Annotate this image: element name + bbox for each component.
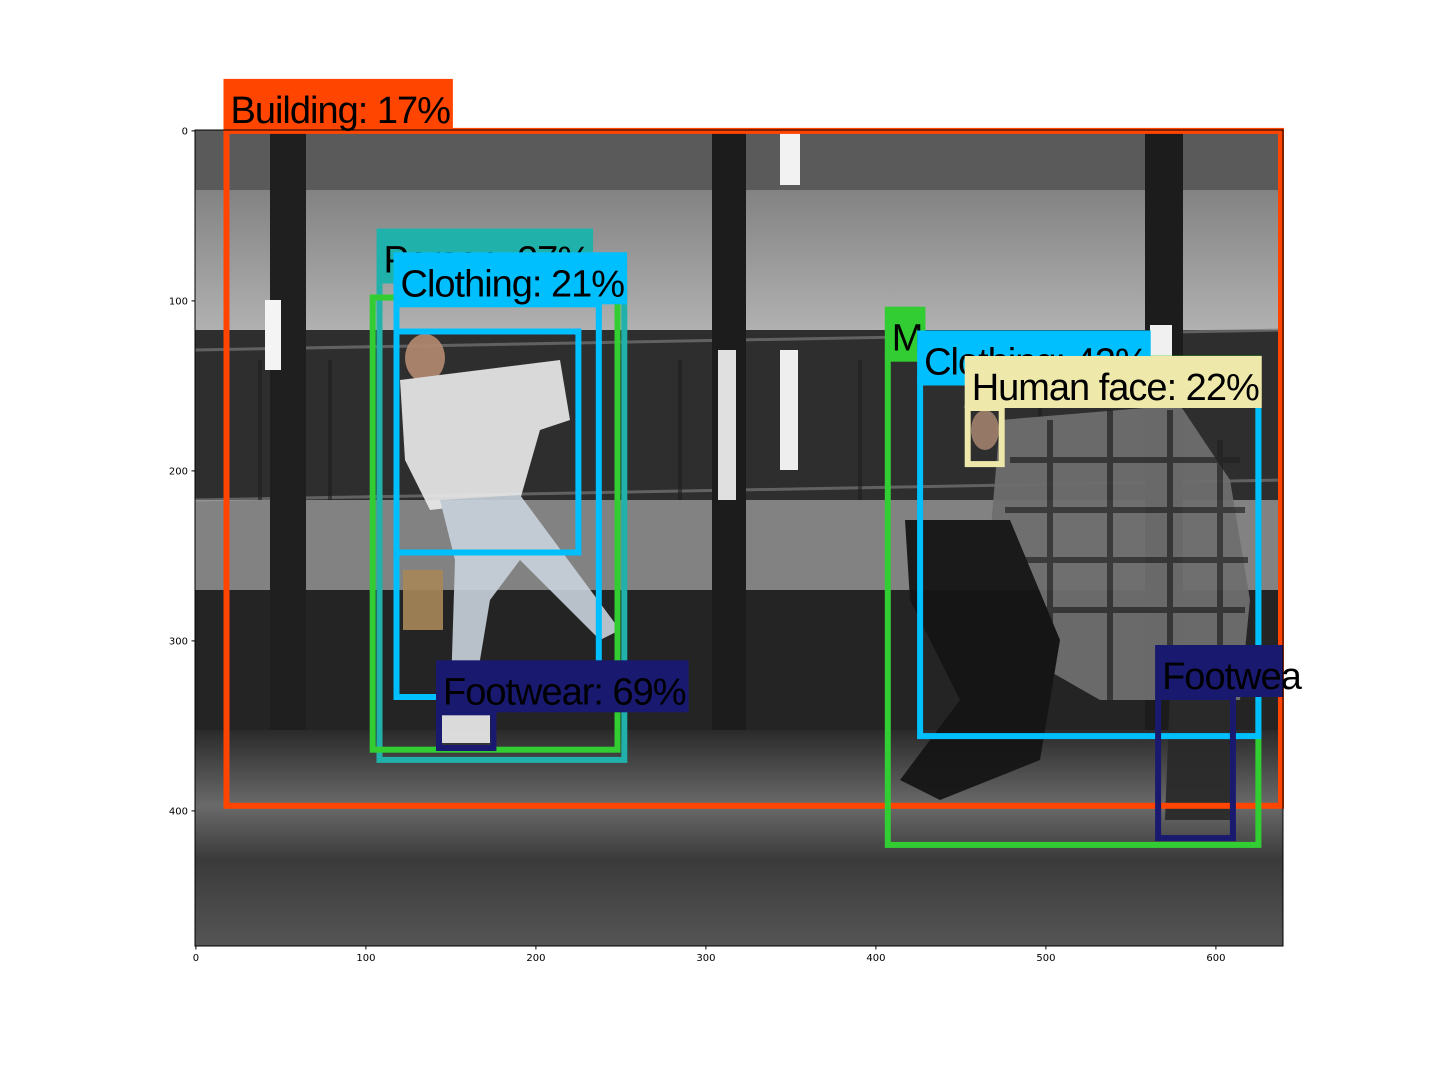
- detection-label-human-face: Human face: 22%: [972, 367, 1259, 409]
- detection-label-building: Building: 17%: [231, 90, 451, 132]
- x-axis: 0 100 200 300 400 500 600: [193, 946, 1225, 964]
- x-tick-label: 400: [866, 953, 885, 964]
- detection-label-footwear-left: Footwear: 69%: [443, 671, 686, 713]
- y-tick-label: 100: [169, 297, 188, 308]
- photo: [195, 130, 1283, 946]
- detection-box-building: [223, 127, 1284, 809]
- x-tick-label: 300: [696, 953, 715, 964]
- x-tick-label: 600: [1206, 953, 1225, 964]
- y-tick-label: 0: [182, 127, 188, 138]
- y-tick-label: 300: [169, 637, 188, 648]
- axes-frame: [194, 129, 1284, 947]
- detection-label-footwear-right: Footwea: [1162, 656, 1303, 698]
- detections: Building: 17%Person: 27%Clothing: 21%Foo…: [223, 78, 1304, 848]
- x-tick-label: 100: [356, 953, 375, 964]
- detection-label-bg-clothing-left-outer: [393, 252, 628, 305]
- y-tick-label: 400: [169, 807, 188, 818]
- x-tick-label: 0: [193, 953, 199, 964]
- detection-label-bg-human-face: [964, 356, 1262, 408]
- detection-box-clothing-left-inner: [393, 328, 582, 556]
- x-tick-label: 200: [526, 953, 545, 964]
- x-tick-label: 500: [1036, 953, 1055, 964]
- y-tick-label: 200: [169, 467, 188, 478]
- detection-label-bg-footwear-left: [436, 660, 689, 713]
- detection-label-bg-footwear-right: [1155, 645, 1283, 697]
- detection-label-bg-building: [223, 78, 453, 131]
- y-axis: 0 100 200 300 400: [169, 127, 195, 818]
- detection-label-clothing-left-outer: Clothing: 21%: [401, 263, 625, 305]
